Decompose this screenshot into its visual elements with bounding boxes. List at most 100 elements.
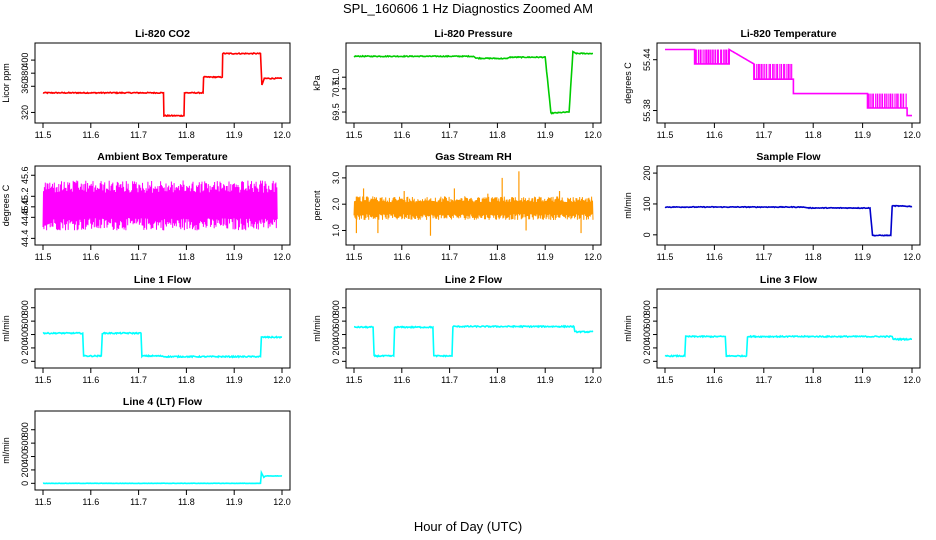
y-axis-label: ml/min bbox=[1, 437, 11, 464]
x-tick-label: 11.6 bbox=[82, 375, 99, 385]
x-tick-label: 11.6 bbox=[393, 252, 410, 262]
series-line bbox=[42, 180, 278, 231]
plot-frame bbox=[656, 165, 921, 246]
y-tick-label: 70.5 bbox=[331, 80, 341, 98]
x-axis: 11.5 11.6 11.7 11.8 11.9 12.0 bbox=[657, 123, 921, 140]
x-tick-label: 11.7 bbox=[130, 375, 147, 385]
x-tick-label: 11.9 bbox=[226, 252, 243, 262]
panel-title: Line 1 Flow bbox=[134, 274, 192, 286]
panel-title: Ambient Box Temperature bbox=[97, 151, 228, 163]
y-tick-label: 55.44 bbox=[642, 48, 652, 71]
x-tick-label: 11.9 bbox=[854, 375, 871, 385]
y-axis: 69.5 70.571.0 bbox=[331, 68, 346, 121]
y-tick-label: 2.0 bbox=[331, 198, 341, 211]
series-line bbox=[665, 48, 912, 117]
series-line bbox=[42, 52, 283, 118]
x-axis: 11.5 11.6 11.7 11.8 11.9 12.0 bbox=[657, 368, 921, 385]
panel-title: Gas Stream RH bbox=[435, 151, 511, 163]
x-tick-label: 11.5 bbox=[35, 497, 52, 507]
chart-panel-9: Line 3 Flow ml/min 11.5 11.6 11.7 11.8 11.9 12.… bbox=[623, 274, 921, 385]
x-tick-label: 11.7 bbox=[441, 252, 458, 262]
plot-frame bbox=[656, 42, 921, 124]
y-tick-label: 71.0 bbox=[331, 68, 341, 86]
x-tick-label: 11.5 bbox=[657, 130, 674, 140]
y-tick-label: 1.0 bbox=[331, 224, 341, 237]
data-region bbox=[353, 171, 594, 236]
x-tick-label: 11.9 bbox=[854, 130, 871, 140]
chart-panel-6: Sample Flow ml/min 11.5 11.6 11.7 11.8 11.9 12.… bbox=[623, 151, 921, 262]
y-axis: 1.0 2.0 3.0 bbox=[331, 172, 346, 237]
x-axis: 11.5 11.6 11.7 11.8 11.9 12.0 bbox=[346, 123, 602, 140]
panel-title: Line 3 Flow bbox=[760, 274, 818, 286]
x-tick-label: 11.8 bbox=[489, 375, 506, 385]
y-tick-label: 320 bbox=[20, 105, 30, 120]
x-tick-label: 11.6 bbox=[706, 252, 723, 262]
y-tick-label: 44.8 bbox=[20, 209, 30, 227]
y-tick-label: 600 bbox=[331, 314, 341, 329]
x-tick-label: 11.9 bbox=[226, 497, 243, 507]
plot-frame bbox=[345, 42, 602, 124]
panel-title: Line 4 (LT) Flow bbox=[123, 396, 203, 408]
y-tick-label: 3.0 bbox=[331, 172, 341, 185]
x-tick-label: 11.8 bbox=[805, 252, 822, 262]
x-tick-label: 12.0 bbox=[273, 252, 291, 262]
y-tick-label: 400 bbox=[20, 449, 30, 464]
x-tick-label: 11.8 bbox=[178, 497, 195, 507]
y-tick-label: 45.0 bbox=[20, 198, 30, 216]
series-line bbox=[353, 50, 593, 115]
x-tick-label: 11.9 bbox=[226, 130, 243, 140]
x-tick-label: 11.6 bbox=[706, 130, 723, 140]
y-tick-label: 45.2 bbox=[20, 188, 30, 206]
series-line bbox=[42, 331, 283, 359]
x-tick-label: 12.0 bbox=[584, 252, 602, 262]
plot-frame bbox=[34, 410, 291, 491]
x-tick-label: 12.0 bbox=[273, 130, 291, 140]
x-axis: 11.5 11.6 11.7 11.8 11.9 12.0 bbox=[346, 368, 602, 385]
x-tick-label: 11.6 bbox=[706, 375, 723, 385]
plot-frame bbox=[656, 288, 921, 369]
y-tick-label: 380 bbox=[20, 66, 30, 81]
plot-frame bbox=[345, 288, 602, 369]
y-tick-label: 200 bbox=[20, 462, 30, 477]
y-axis: 55.38 55.44 bbox=[642, 48, 657, 122]
y-tick-label: 45.6 bbox=[20, 166, 30, 184]
x-tick-label: 11.5 bbox=[35, 375, 52, 385]
panel-title: Line 2 Flow bbox=[445, 274, 503, 286]
y-tick-label: 800 bbox=[20, 300, 30, 315]
y-tick-label: 600 bbox=[20, 314, 30, 329]
x-tick-label: 11.9 bbox=[537, 252, 554, 262]
x-tick-label: 11.8 bbox=[178, 130, 195, 140]
x-tick-label: 11.8 bbox=[805, 375, 822, 385]
x-tick-label: 11.7 bbox=[130, 497, 147, 507]
x-tick-label: 12.0 bbox=[584, 375, 602, 385]
chart-panel-4: Ambient Box Temperature degrees C 11.5 11.6… bbox=[1, 151, 291, 262]
y-tick-label: 600 bbox=[642, 314, 652, 329]
x-tick-label: 11.5 bbox=[35, 130, 52, 140]
y-tick-label: 400 bbox=[20, 53, 30, 68]
y-axis-label: ml/min bbox=[623, 192, 633, 219]
data-region bbox=[664, 334, 912, 358]
x-tick-label: 11.6 bbox=[82, 497, 99, 507]
data-region bbox=[42, 469, 283, 485]
y-tick-label: 800 bbox=[642, 300, 652, 315]
y-tick-label: 100 bbox=[642, 196, 652, 211]
x-tick-label: 11.5 bbox=[657, 252, 674, 262]
plot-frame bbox=[34, 288, 291, 369]
x-tick-label: 11.6 bbox=[393, 130, 410, 140]
y-tick-label: 200 bbox=[642, 340, 652, 355]
y-axis-label: degrees C bbox=[623, 62, 633, 104]
series-line bbox=[353, 196, 594, 221]
y-tick-label: 600 bbox=[20, 436, 30, 451]
data-region bbox=[42, 331, 283, 359]
x-tick-label: 11.7 bbox=[130, 252, 147, 262]
x-tick-label: 12.0 bbox=[273, 497, 291, 507]
y-tick-label: 0 bbox=[642, 232, 652, 237]
x-tick-label: 11.5 bbox=[346, 130, 363, 140]
x-tick-label: 11.5 bbox=[35, 252, 52, 262]
y-tick-label: 69.5 bbox=[331, 103, 341, 121]
x-axis-label: Hour of Day (UTC) bbox=[414, 519, 522, 534]
